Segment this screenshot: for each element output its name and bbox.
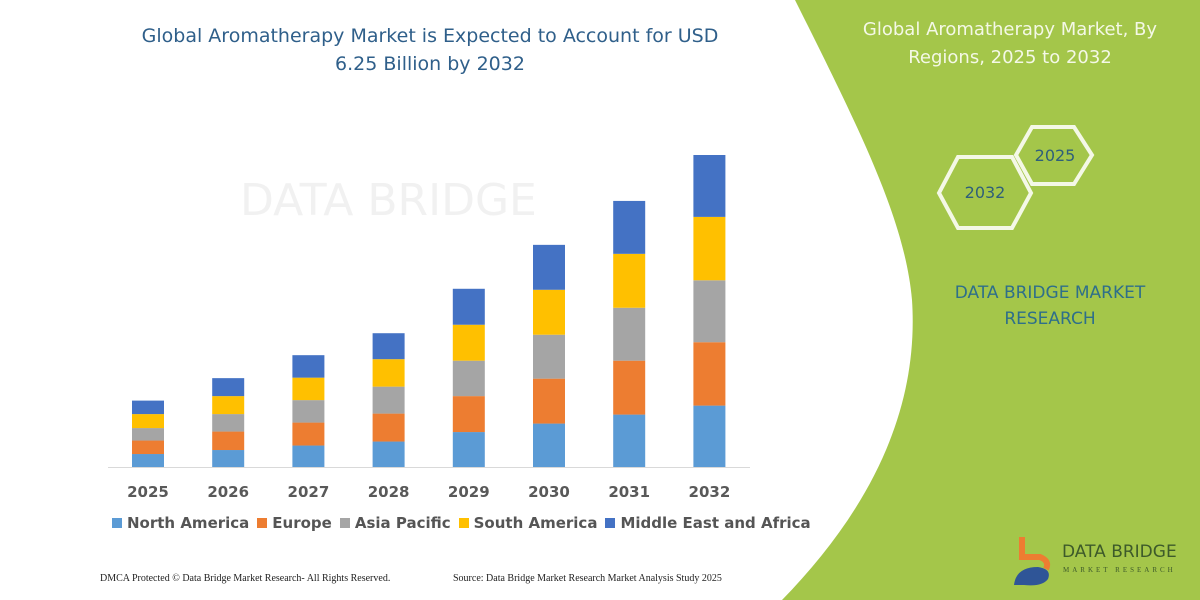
legend-label: Europe <box>272 514 332 532</box>
bar-segment-middle-east-and-africa-2026 <box>212 378 245 397</box>
bar-segment-south-america-2030 <box>533 289 565 335</box>
bar-segment-south-america-2032 <box>693 216 726 281</box>
legend-swatch <box>112 518 122 528</box>
legend: North America Europe Asia Pacific South … <box>112 514 811 532</box>
legend-swatch <box>605 518 616 528</box>
x-tick-label: 2029 <box>448 483 490 501</box>
panel-title: Global Aromatherapy Market, By Regions, … <box>862 19 1158 68</box>
bar-segment-middle-east-and-africa-2029 <box>452 288 485 325</box>
hexagon-2025 <box>1013 125 1095 186</box>
bar-segment-north-america-2028 <box>372 441 405 467</box>
bar-segment-asia-pacific-2026 <box>212 414 245 432</box>
x-tick-label: 2028 <box>368 483 410 501</box>
legend-label: North America <box>127 514 250 532</box>
bar-segment-asia-pacific-2029 <box>452 360 485 397</box>
bar-segment-europe-2027 <box>292 422 325 446</box>
legend-label: Middle East and Africa <box>620 514 811 532</box>
green-panel <box>782 0 1200 600</box>
bar-segment-europe-2031 <box>613 360 646 415</box>
bar-segment-europe-2032 <box>693 342 726 406</box>
bar-segment-middle-east-and-africa-2027 <box>292 355 325 378</box>
chart-title: Global Aromatherapy Market is Expected t… <box>141 25 719 75</box>
bar-segment-asia-pacific-2031 <box>613 307 646 361</box>
bar-segment-asia-pacific-2025 <box>132 428 164 441</box>
hex-label-end: 2032 <box>964 183 1006 202</box>
legend-swatch <box>339 518 350 528</box>
bar-segment-south-america-2025 <box>132 414 164 429</box>
bar-segment-north-america-2026 <box>212 450 245 467</box>
bar-segment-middle-east-and-africa-2025 <box>132 400 164 415</box>
x-tick-label: 2026 <box>207 483 249 501</box>
bar-segment-europe-2029 <box>452 396 485 433</box>
source-text: Source: Data Bridge Market Research Mark… <box>453 573 722 584</box>
bar-segment-south-america-2027 <box>292 377 325 401</box>
x-tick-label: 2025 <box>127 483 169 501</box>
bar-segment-middle-east-and-africa-2032 <box>693 155 726 217</box>
x-tick-label: 2031 <box>608 483 650 501</box>
legend-item-middle-east-africa: Middle East and Africa <box>605 514 811 532</box>
bar-segment-north-america-2031 <box>613 414 646 467</box>
hex-label-start: 2025 <box>1034 146 1076 165</box>
bar-segment-north-america-2030 <box>533 423 565 467</box>
logo-subtitle: MARKET RESEARCH <box>1063 566 1176 574</box>
legend-swatch <box>458 518 469 528</box>
bar-segment-middle-east-and-africa-2031 <box>613 200 646 254</box>
bar-segment-europe-2026 <box>212 431 245 451</box>
bar-segment-middle-east-and-africa-2030 <box>533 244 565 290</box>
bar-segment-north-america-2027 <box>292 445 325 467</box>
legend-label: South America <box>473 514 598 532</box>
x-tick-label: 2027 <box>288 483 330 501</box>
copyright-text: DMCA Protected © Data Bridge Market Rese… <box>100 573 391 584</box>
logo-name: DATA BRIDGE <box>1062 542 1177 562</box>
legend-item-south-america: South America <box>458 514 598 532</box>
legend-item-europe: Europe <box>257 514 332 532</box>
bar-segment-south-america-2026 <box>212 396 245 415</box>
hexagon-2032 <box>936 155 1034 230</box>
bar-segment-north-america-2029 <box>452 432 485 467</box>
legend-label: Asia Pacific <box>354 514 451 532</box>
logo-icon <box>1014 537 1051 586</box>
bar-segment-europe-2030 <box>533 378 565 424</box>
bar-segment-north-america-2025 <box>132 454 164 467</box>
legend-item-asia-pacific: Asia Pacific <box>339 514 451 532</box>
x-tick-label: 2030 <box>528 483 570 501</box>
bar-segment-asia-pacific-2028 <box>372 386 405 414</box>
bar-segment-south-america-2031 <box>613 253 646 308</box>
bar-segment-south-america-2029 <box>452 324 485 361</box>
bar-segment-asia-pacific-2030 <box>533 334 565 379</box>
bar-segment-north-america-2032 <box>693 405 726 467</box>
bar-segment-europe-2028 <box>372 413 405 442</box>
legend-item-north-america: North America <box>112 514 249 532</box>
brand-text: DATA BRIDGE MARKET RESEARCH <box>954 283 1146 329</box>
x-tick-label: 2032 <box>689 483 731 501</box>
bar-segment-europe-2025 <box>132 440 164 455</box>
legend-swatch <box>257 518 268 528</box>
watermark: DATA BRIDGE <box>240 175 537 226</box>
bar-segment-middle-east-and-africa-2028 <box>372 333 405 360</box>
bar-segment-asia-pacific-2027 <box>292 400 325 423</box>
bar-segment-asia-pacific-2032 <box>693 280 726 343</box>
bar-segment-south-america-2028 <box>372 359 405 387</box>
